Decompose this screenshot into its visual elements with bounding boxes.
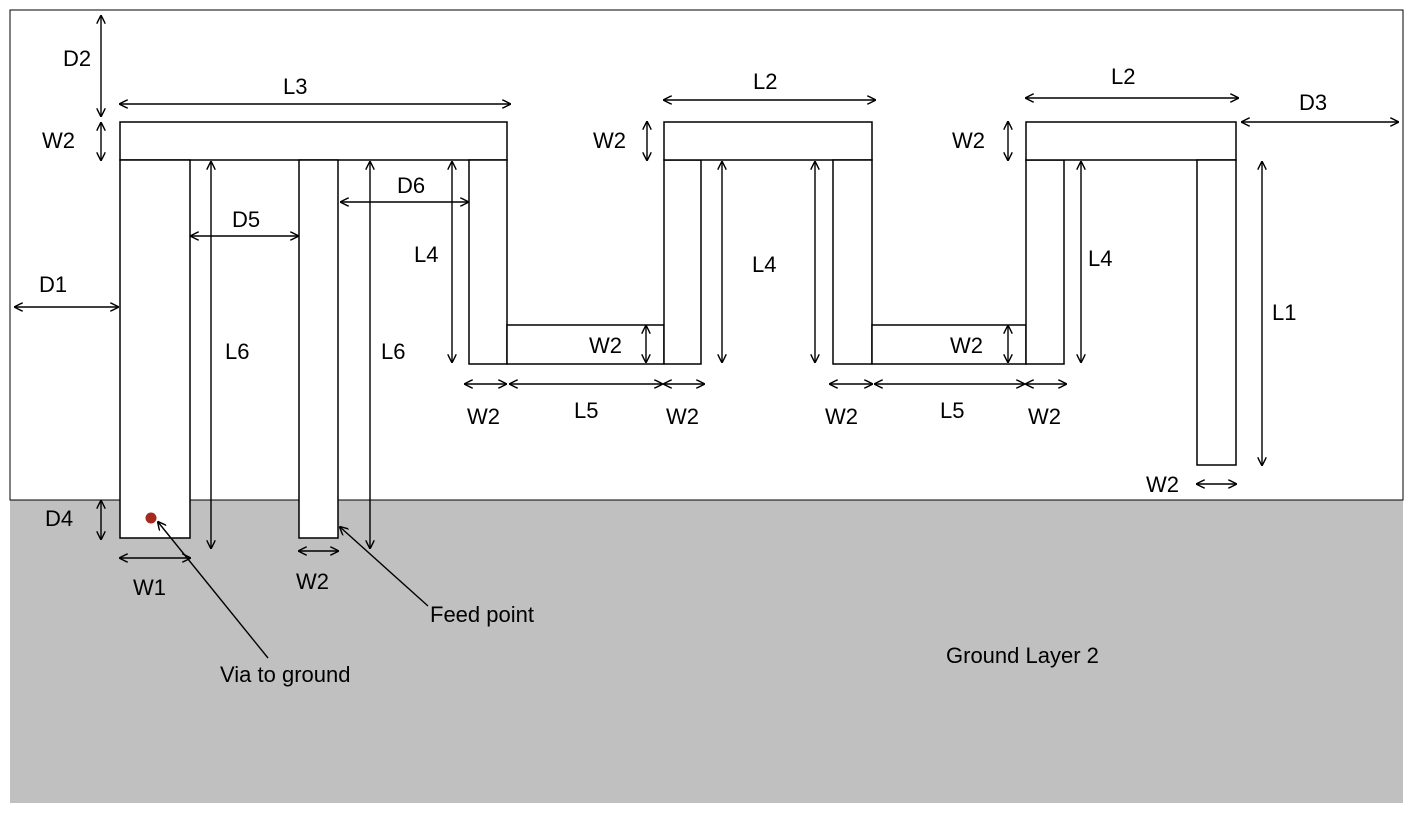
label-w2-9: W2	[1146, 472, 1179, 497]
label-w2-3: W2	[589, 333, 622, 358]
label-l5-1: L5	[574, 398, 598, 423]
meander-down-2	[832, 159, 873, 365]
dimension-arrows	[15, 16, 1398, 659]
label-l4-1: L4	[414, 242, 438, 267]
via-dot	[145, 512, 157, 524]
meander-top-2	[1025, 121, 1237, 161]
pointer-via	[158, 522, 269, 659]
label-w2-4: W2	[593, 128, 626, 153]
label-w1: W1	[133, 575, 166, 600]
label-l6-right: L6	[381, 339, 405, 364]
meander-up-2	[1025, 159, 1065, 365]
via-strip-w1	[119, 159, 191, 539]
label-d4: D4	[45, 506, 73, 531]
antenna-trace	[119, 121, 1237, 539]
via-to-ground-label: Via to ground	[220, 662, 350, 687]
label-d5: D5	[232, 207, 260, 232]
dimension-labels: D2 L3 W2 D1 D5 L6 L6 D6 L4 W2 L5 W2 W2 W…	[39, 46, 1327, 600]
feed-point-label: Feed point	[430, 602, 534, 627]
label-w2-1: W2	[467, 404, 500, 429]
substrate-area	[9, 9, 1404, 501]
label-d2: D2	[63, 46, 91, 71]
label-l4-2: L4	[752, 252, 776, 277]
label-w2-top-left: W2	[42, 128, 75, 153]
label-l4-3: L4	[1088, 246, 1112, 271]
label-l6-left: L6	[225, 339, 249, 364]
pointer-feed-point	[340, 527, 429, 607]
label-l5-2: L5	[940, 398, 964, 423]
meander-top-1	[663, 121, 873, 161]
label-w2-2: W2	[666, 404, 699, 429]
label-w2-8: W2	[952, 128, 985, 153]
meander-up-1	[663, 159, 702, 365]
meander-down-1	[468, 159, 508, 365]
label-d1: D1	[39, 272, 67, 297]
end-stub-l1	[1196, 159, 1237, 466]
label-w2-feed: W2	[296, 569, 329, 594]
meander-bottom-2	[871, 324, 1027, 365]
top-bar-l3	[119, 121, 508, 161]
label-w2-5: W2	[825, 404, 858, 429]
label-l1: L1	[1272, 300, 1296, 325]
label-w2-7: W2	[950, 333, 983, 358]
label-l2-2: L2	[1111, 64, 1135, 89]
label-d3: D3	[1299, 90, 1327, 115]
label-w2-6: W2	[1028, 404, 1061, 429]
label-d6: D6	[397, 173, 425, 198]
ground-layer	[10, 500, 1403, 803]
ground-layer-label: Ground Layer 2	[946, 643, 1099, 668]
label-l2-1: L2	[753, 69, 777, 94]
feed-strip-w2	[298, 159, 339, 539]
label-l3: L3	[283, 74, 307, 99]
meander-bottom-1	[506, 324, 665, 365]
